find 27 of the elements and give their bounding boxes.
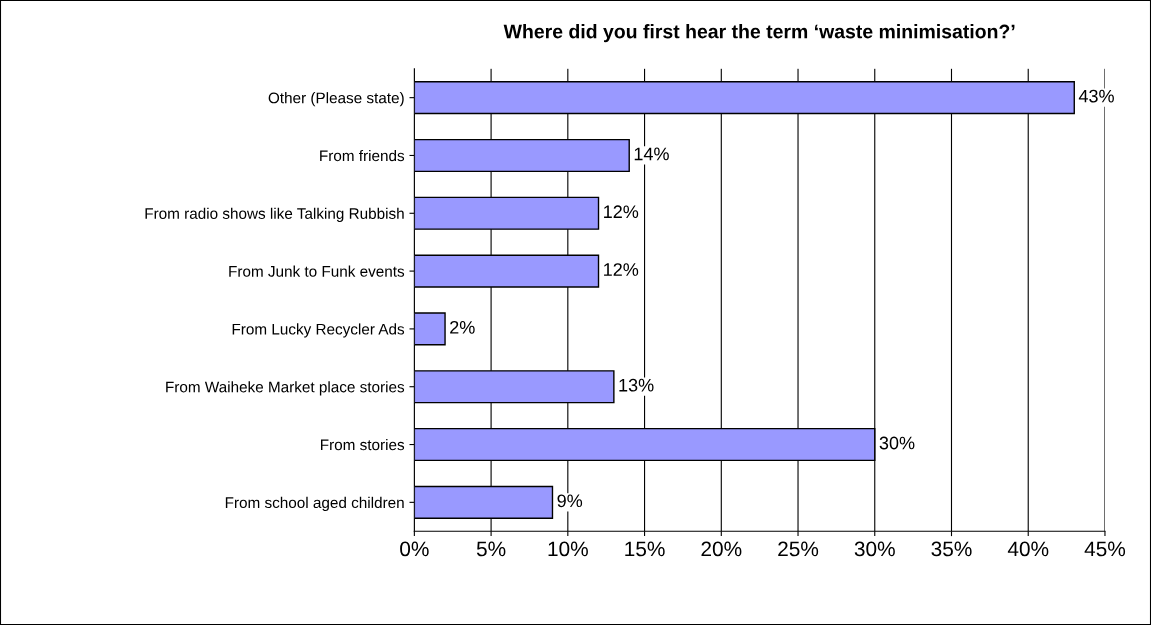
data-label: 43% [1078, 89, 1114, 103]
data-label: 12% [604, 205, 639, 219]
x-tick-label: 20% [701, 541, 742, 557]
chart-title: Where did you first hear the term ‘waste minimisation?’ [503, 24, 1015, 43]
data-label: 14% [634, 147, 669, 161]
data-label: 13% [619, 378, 654, 392]
x-tick-label: 30% [854, 541, 895, 557]
x-tick-label: 40% [1007, 541, 1049, 557]
y-tick-label: From stories [321, 439, 405, 451]
x-tick-label: 45% [1084, 541, 1126, 557]
y-tick-label: From school aged children [225, 496, 404, 512]
x-tick-label: 15% [625, 541, 665, 557]
y-tick-label: From radio shows like Talking Rubbish [145, 207, 404, 222]
y-tick-label: From Lucky Recycler Ads [232, 323, 405, 338]
x-tick-label: 25% [778, 541, 819, 557]
data-label: 30% [879, 436, 915, 450]
y-tick-label: From friends [320, 149, 405, 162]
y-tick-label: From Waiheke Market place stories [166, 381, 405, 396]
x-tick-label: 35% [931, 541, 972, 557]
data-label: 2% [450, 320, 475, 334]
x-tick-label: 10% [548, 541, 588, 557]
x-tick-label: 0% [400, 541, 429, 557]
data-label: 12% [604, 263, 639, 276]
y-tick-label: From Junk to Funk events [229, 265, 405, 277]
x-tick-label: 5% [476, 541, 506, 557]
y-tick-label: Other (Please state) [268, 92, 404, 107]
data-label: 9% [557, 494, 583, 508]
